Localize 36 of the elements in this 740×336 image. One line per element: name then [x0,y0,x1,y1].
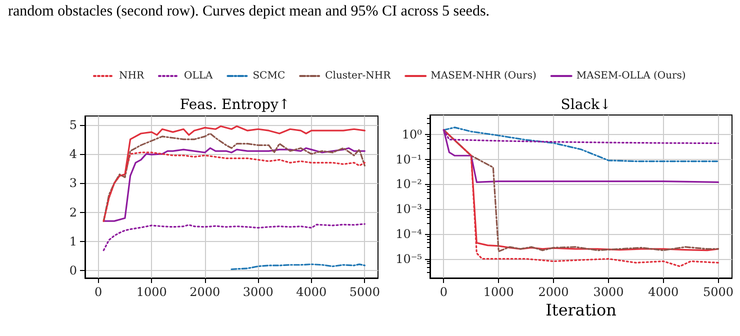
y-tick-label: 10⁻¹ [396,152,422,166]
x-tick-label: 1000 [136,285,167,299]
x-tick-label: 3000 [242,285,274,299]
x-tick-label: 0 [440,285,448,299]
y-tick-label: 3 [69,176,77,190]
line-series [442,126,720,162]
x-tick-label: 4000 [296,285,327,299]
legend-label: SCMC [252,70,286,82]
x-tick-label: 2000 [538,285,569,299]
chart-title: Feas. Entropy↑ [180,97,290,113]
x-tick-label: 3000 [593,285,624,299]
y-tick-label: 10⁻⁴ [396,226,422,241]
y-tick-label: 2 [69,205,77,220]
legend-label: OLLA [184,70,214,82]
y-tick-label: 5 [69,118,77,132]
line-series [102,223,366,252]
chart-title: Slack↓ [560,97,612,113]
y-tick-label: 10⁻² [396,177,422,192]
y-tick-label: 10⁰ [402,127,422,142]
y-tick-label: 1 [69,234,77,249]
y-tick-label: 10⁻⁵ [396,252,422,266]
y-tick-label: 0 [69,264,77,278]
y-tick-label: 10⁻³ [396,202,422,216]
x-tick-label: 5000 [703,285,734,299]
legend-label: MASEM-OLLA (Ours) [576,70,686,82]
x-tick-label: 1000 [483,285,514,299]
y-tick-label: 4 [69,146,78,161]
legend-label: NHR [119,70,144,82]
x-axis-title: Iteration [546,300,616,320]
x-tick-label: 5000 [349,285,380,299]
x-tick-label: 0 [94,285,102,299]
x-tick-label: 4000 [648,285,679,299]
legend-label: Cluster-NHR [325,70,392,82]
x-tick-label: 2000 [190,285,220,299]
text: random obstacles (second row). Curves depict mean and 95% CI across 5 seeds. [8,4,490,20]
legend-label: MASEM-NHR (Ours) [430,70,536,82]
